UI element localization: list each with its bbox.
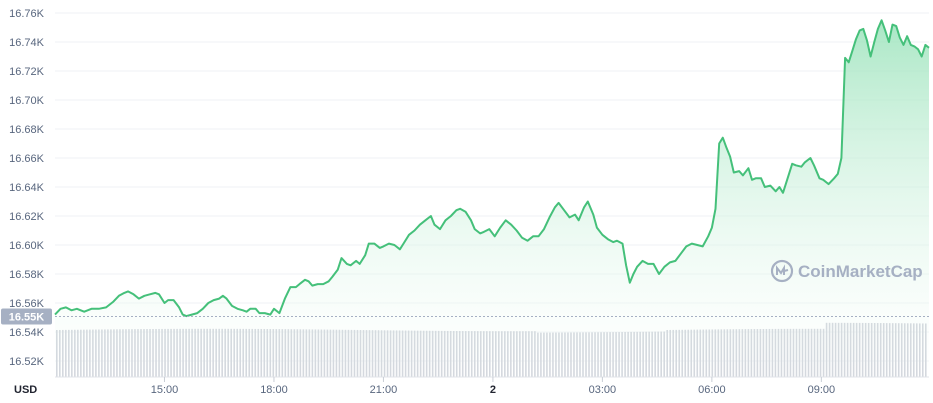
x-tick-label: 15:00 [151,384,179,396]
y-tick-label: 16.66K [9,153,45,165]
price-area-fill [55,20,929,378]
y-tick-label: 16.70K [9,95,45,107]
y-tick-label: 16.68K [9,124,45,136]
current-price-badge-bg [1,308,52,325]
y-tick-label: 16.62K [9,211,45,223]
x-tick-label: 21:00 [370,384,398,396]
x-tick-label: 2 [490,384,496,396]
currency-label: USD [14,384,37,396]
current-price-label: 16.55K [9,312,45,324]
price-line [54,19,930,318]
y-tick-label: 16.76K [9,8,45,20]
x-axis: 15:00 18:00 21:00 2 03:00 06:00 09:00 [55,376,929,396]
y-axis: 16.52K 16.54K 16.56K 16.58K 16.60K 16.62K 16.6… [9,8,45,368]
y-tick-label: 16.54K [9,327,45,339]
current-price-badge: 16.55K [1,308,929,325]
y-tick-label: 16.72K [9,66,45,78]
x-tick-label: 06:00 [698,384,726,396]
y-tick-label: 16.60K [9,240,45,252]
y-tick-label: 16.58K [9,269,45,281]
y-tick-label: 16.52K [9,356,45,368]
watermark-text: CoinMarketCap [798,262,923,281]
y-tick-label: 16.56K [9,298,45,310]
x-tick-label: 18:00 [260,384,288,396]
price-area [54,19,930,378]
coinmarketcap-logo-icon [770,259,794,283]
x-tick-label: 03:00 [589,384,617,396]
watermark: CoinMarketCap [770,259,923,283]
y-tick-label: 16.74K [9,37,45,49]
y-tick-label: 16.64K [9,182,45,194]
x-tick-label: 09:00 [808,384,836,396]
